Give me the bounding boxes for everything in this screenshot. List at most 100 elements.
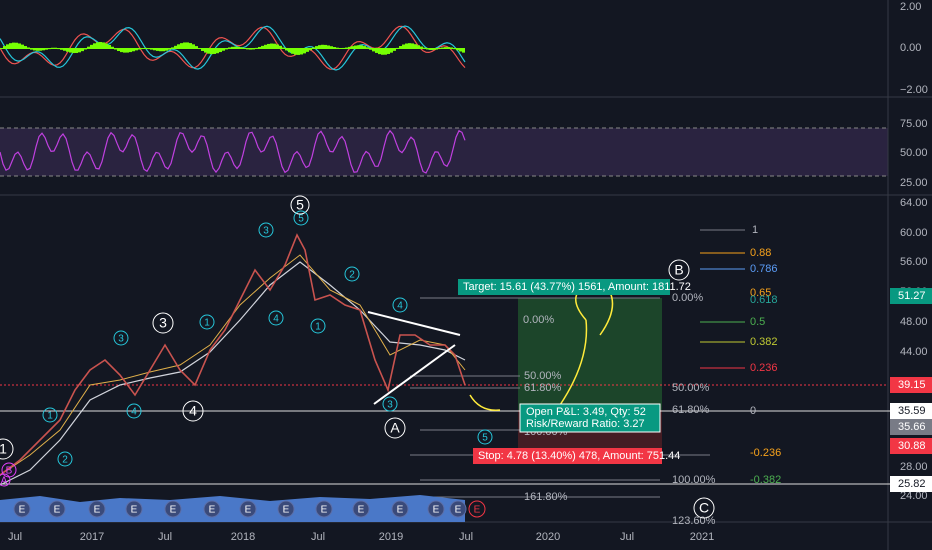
wave-marker bbox=[182, 400, 204, 422]
fib-percent: 61.80% bbox=[672, 404, 710, 416]
histogram bbox=[63, 48, 66, 51]
wave-label: 3 bbox=[387, 400, 393, 411]
wave-marker bbox=[382, 396, 398, 412]
time-tick: Jul bbox=[620, 531, 634, 543]
histogram bbox=[222, 48, 225, 51]
histogram bbox=[363, 46, 366, 49]
time-tick: Jul bbox=[459, 531, 473, 543]
histogram bbox=[111, 46, 114, 49]
histogram bbox=[99, 42, 102, 49]
histogram bbox=[432, 48, 435, 50]
histogram bbox=[183, 42, 186, 49]
histogram bbox=[258, 46, 261, 49]
earnings-label: E bbox=[94, 505, 101, 516]
histogram bbox=[9, 43, 12, 49]
histogram bbox=[147, 48, 150, 50]
histogram bbox=[12, 42, 15, 49]
histogram bbox=[117, 48, 120, 52]
histogram bbox=[456, 48, 459, 51]
histogram bbox=[330, 46, 333, 49]
earnings-marker bbox=[277, 500, 295, 518]
wave-marker bbox=[477, 429, 493, 445]
time-tick: Jul bbox=[8, 531, 22, 543]
fib-level: -0.236 bbox=[750, 447, 781, 459]
price-tick: 44.00 bbox=[900, 346, 928, 358]
histogram bbox=[210, 48, 213, 55]
histogram bbox=[30, 48, 33, 50]
price-badge bbox=[890, 476, 932, 492]
price-badge bbox=[890, 419, 932, 435]
earnings-label: E bbox=[283, 505, 290, 516]
histogram bbox=[81, 48, 84, 52]
histogram bbox=[150, 48, 153, 50]
histogram bbox=[186, 42, 189, 49]
macd-tick: 2.00 bbox=[900, 1, 921, 13]
wave-marker bbox=[293, 210, 309, 226]
histogram bbox=[423, 47, 426, 49]
histogram bbox=[156, 48, 159, 51]
wave-label: 2 bbox=[349, 270, 355, 281]
price-tick: 48.00 bbox=[900, 316, 928, 328]
earnings-label: E bbox=[170, 505, 177, 516]
histogram bbox=[231, 46, 234, 49]
rsi-band bbox=[0, 128, 888, 176]
price-tick: 56.00 bbox=[900, 256, 928, 268]
histogram bbox=[441, 47, 444, 49]
wave-label: B bbox=[674, 262, 683, 278]
earnings-label: E bbox=[455, 505, 462, 516]
histogram bbox=[180, 43, 183, 49]
wave-marker bbox=[126, 403, 142, 419]
histogram bbox=[324, 44, 327, 49]
wave-marker bbox=[392, 297, 408, 313]
histogram bbox=[228, 47, 231, 49]
histogram bbox=[345, 47, 348, 49]
histogram bbox=[174, 45, 177, 49]
histogram bbox=[255, 47, 258, 49]
price-badge-label: 35.59 bbox=[898, 405, 926, 417]
wave-label: 4 bbox=[397, 301, 403, 312]
earnings-marker bbox=[203, 500, 221, 518]
price-badge bbox=[890, 403, 932, 419]
histogram bbox=[315, 46, 318, 49]
histogram bbox=[312, 47, 315, 49]
histogram bbox=[462, 48, 465, 53]
histogram bbox=[18, 43, 21, 49]
earnings-label: E bbox=[131, 505, 138, 516]
histogram bbox=[252, 48, 255, 50]
histogram bbox=[384, 48, 387, 55]
histogram bbox=[69, 48, 72, 53]
histogram bbox=[6, 44, 9, 49]
histogram bbox=[45, 48, 48, 50]
histogram bbox=[273, 43, 276, 49]
histogram bbox=[444, 47, 447, 49]
wave-marker bbox=[310, 318, 326, 334]
histogram bbox=[393, 48, 396, 51]
histogram bbox=[354, 45, 357, 49]
wave-marker bbox=[258, 222, 274, 238]
wave-label: C bbox=[699, 500, 709, 516]
price-tick: 64.00 bbox=[900, 197, 928, 209]
histogram bbox=[438, 48, 441, 50]
stop-label: Stop: 4.78 (13.40%) 478, Amount: 751.44 bbox=[478, 450, 680, 462]
histogram bbox=[399, 46, 402, 49]
rsi-tick: 50.00 bbox=[900, 147, 928, 159]
price-badge-label: 30.88 bbox=[898, 440, 926, 452]
histogram bbox=[177, 44, 180, 49]
macd-tick: −2.00 bbox=[900, 84, 928, 96]
fib-level: 0.382 bbox=[750, 336, 778, 348]
price-badge bbox=[890, 288, 932, 304]
histogram bbox=[84, 48, 87, 50]
histogram bbox=[447, 47, 450, 49]
histogram bbox=[381, 48, 384, 55]
price-badge-label: 25.82 bbox=[898, 478, 926, 490]
histogram bbox=[243, 47, 246, 49]
price-badge-label: 35.66 bbox=[898, 421, 926, 433]
histogram bbox=[285, 48, 288, 51]
price-badge bbox=[890, 377, 932, 393]
fib-level: 0.786 bbox=[750, 263, 778, 275]
histogram bbox=[303, 48, 306, 54]
histogram bbox=[333, 47, 336, 49]
histogram bbox=[360, 45, 363, 49]
histogram bbox=[138, 48, 141, 50]
fib-level: 0.5 bbox=[750, 316, 765, 328]
